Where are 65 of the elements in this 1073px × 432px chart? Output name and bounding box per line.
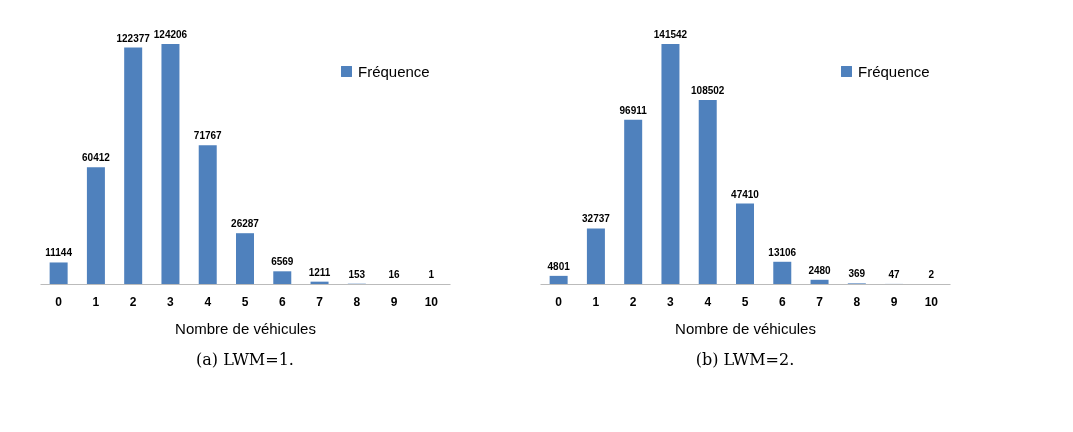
x-tick-label: 7 — [816, 294, 824, 309]
data-label: 71767 — [193, 130, 223, 142]
bar — [624, 119, 643, 284]
data-label: 16 — [388, 268, 401, 280]
x-tick-label: 6 — [278, 294, 286, 309]
x-axis-title: Nombre de véhicules — [675, 319, 816, 337]
data-label: 124206 — [153, 29, 188, 40]
bar — [810, 279, 829, 284]
bar — [736, 203, 754, 284]
x-tick-label: 5 — [241, 294, 249, 309]
data-label: 47410 — [731, 188, 760, 200]
data-label: 4801 — [547, 260, 571, 272]
x-tick-label: 4 — [204, 294, 212, 309]
bar — [236, 233, 254, 284]
x-tick-label: 9 — [890, 294, 898, 309]
x-tick-label: 7 — [316, 294, 324, 309]
x-tick-label: 0 — [555, 294, 563, 309]
x-tick-label: 3 — [667, 294, 675, 309]
x-tick-label: 2 — [629, 294, 637, 309]
data-label: 96911 — [619, 104, 648, 116]
x-tick-label: 10 — [924, 294, 939, 309]
bar — [161, 44, 180, 284]
bar — [86, 167, 105, 284]
bar — [124, 47, 143, 284]
data-label: 1211 — [308, 266, 331, 278]
data-label: 1 — [428, 269, 435, 280]
x-axis-title: Nombre de véhicules — [175, 319, 316, 337]
x-tick-label: 4 — [704, 294, 712, 309]
data-label: 153 — [348, 268, 366, 280]
data-label: 6569 — [271, 256, 294, 268]
data-label: 11144 — [45, 247, 73, 259]
bar — [773, 261, 792, 284]
x-tick-label: 1 — [92, 294, 100, 309]
data-label: 26287 — [231, 218, 260, 230]
bar — [49, 262, 68, 284]
text: (a) LWM=1. — [196, 350, 294, 369]
data-label: 13106 — [768, 246, 797, 258]
data-label: 2480 — [808, 264, 832, 276]
x-tick-label: 9 — [390, 294, 398, 309]
bar — [549, 275, 568, 284]
data-label: 108502 — [691, 85, 725, 97]
text: (b) LWM=2. — [695, 350, 795, 369]
x-tick-label: 5 — [741, 294, 749, 309]
legend-label: Fréquence — [858, 62, 930, 80]
x-tick-label: 3 — [167, 294, 175, 309]
data-label: 60412 — [82, 152, 111, 164]
data-label: 2 — [928, 269, 935, 280]
x-tick-label: 2 — [129, 294, 137, 309]
x-tick-label: 8 — [353, 294, 361, 309]
bar — [273, 271, 292, 284]
legend-label: Fréquence — [358, 62, 430, 80]
bar — [698, 100, 717, 284]
data-label: 122377 — [116, 32, 151, 44]
x-tick-label: 8 — [853, 294, 861, 309]
x-tick-label: 1 — [592, 294, 600, 309]
data-label: 141542 — [653, 29, 688, 40]
bar — [198, 145, 217, 284]
data-label: 47 — [888, 268, 901, 280]
x-tick-label: 0 — [55, 294, 63, 309]
data-label: 32737 — [582, 213, 611, 225]
data-label: 369 — [848, 268, 866, 280]
bar — [661, 44, 680, 284]
x-tick-label: 6 — [778, 294, 786, 309]
bar — [586, 228, 605, 284]
x-tick-label: 10 — [424, 294, 439, 309]
